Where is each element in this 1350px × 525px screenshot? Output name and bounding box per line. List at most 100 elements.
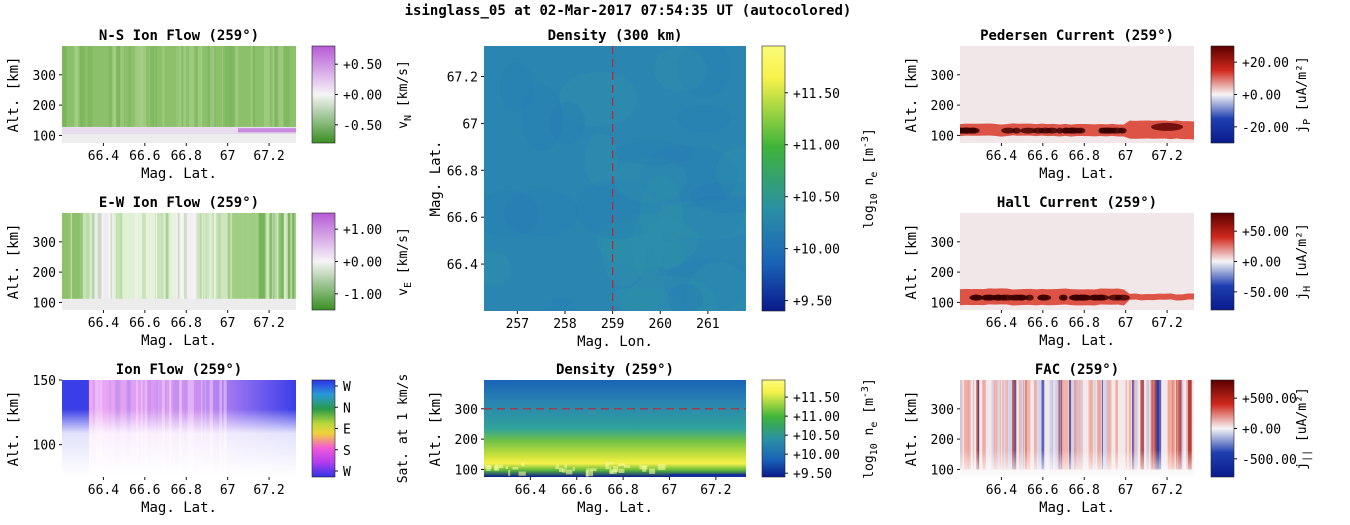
hall-xtick-label: 67 [1118,316,1134,331]
ew_flow-panel: 66.4 66.6 66.8 67 67.2 100 200 300 Mag. Lat. Alt.… [6,195,414,349]
ew_flow-ytick-label: 200 [33,266,56,281]
density_300-ytick-label: 66.8 [447,164,478,179]
pedersen-xtick-label: 67 [1118,149,1134,164]
density_259-xtick-label: 66.4 [515,483,546,498]
fac-ytick-label: 300 [931,403,954,418]
density_300-ytick-label: 67.2 [447,70,478,85]
fac-xtick-label: 66.8 [1069,483,1100,498]
pedersen-field [960,46,1194,143]
ew_flow-ylabel: Alt. [km] [6,224,22,300]
ns_flow-colorbar-tick-label: +0.00 [343,89,382,104]
hall-field [960,213,1194,310]
ion_flow-colorbar-tick-label: S [343,444,351,459]
pedersen-colorbar-tick-label: -20.00 [1242,121,1289,136]
fac-colorbar-tick-label: -500.00 [1242,453,1297,468]
density_300-colorbar-tick-label: +10.50 [793,191,840,206]
fac-xtick-label: 66.6 [1027,483,1058,498]
fac-colorbar: +500.00 +0.00 -500.00j|| [uA/m²] [1210,379,1313,478]
pedersen-xtick-label: 66.8 [1069,149,1100,164]
fac-xtick-label: 67.2 [1151,483,1182,498]
hall-xtick-label: 67.2 [1151,316,1182,331]
density_259-title: Density (259°) [556,362,674,378]
pedersen-colorbar-label: jP [uA/m²] [1295,56,1313,132]
pedersen-colorbar: +20.00 +0.00 -20.00 jP [uA/m²] [1210,45,1313,144]
density_300-panel: 257 258 259 260 261 66.4 66.6 66.8 67 67.2 Mag. Lo… [428,28,880,350]
ion_flow-ylabel: Alt. [km] [6,391,22,467]
hall-ytick-label: 100 [931,296,954,311]
ew_flow-colorbar-tick-label: +0.00 [343,256,382,271]
ion_flow-field [62,380,296,477]
ns_flow-xlabel: Mag. Lat. [141,166,217,182]
density_300-colorbar: +11.50 +11.00 +10.50 +10.00 +9.50 log10 ne [m… [761,45,880,312]
pedersen-panel: 66.4 66.6 66.8 67 67.2 100 200 300 Mag. Lat. Alt.… [904,28,1313,182]
fac-colorbar-tick-label: +500.00 [1242,392,1297,407]
density_300-xtick-label: 259 [601,317,624,332]
ion_flow-colorbar-label: Sat. at 1 km/s [396,374,411,484]
ns_flow-colorbar-tick-label: -0.50 [343,119,382,134]
ion_flow-colorbar-tick-label: N [343,401,351,416]
ns_flow-colorbar-label: vN [km/s] [396,60,414,129]
density_259-xtick-label: 67.2 [700,483,731,498]
hall-ytick-label: 300 [931,236,954,251]
ion_flow-xtick-label: 66.4 [88,483,119,498]
fac-ylabel: Alt. [km] [904,391,920,467]
fac-field [960,380,1194,477]
ew_flow-xtick-label: 67 [220,316,236,331]
density_300-xtick-label: 261 [696,317,719,332]
pedersen-xtick-label: 67.2 [1151,149,1182,164]
density_300-colorbar-tick-label: +9.50 [793,295,832,310]
density_259-ytick-label: 300 [455,403,478,418]
hall-ylabel: Alt. [km] [904,224,920,300]
pedersen-ytick-label: 100 [931,129,954,144]
ns_flow-xtick-label: 66.8 [171,149,202,164]
density_259-ylabel: Alt. [km] [428,391,444,467]
density_259-colorbar-tick-label: +9.50 [793,467,832,482]
hall-colorbar-label: jH [uA/m²] [1295,223,1313,299]
fac-colorbar-tick-label: +0.00 [1242,423,1281,438]
fac-colorbar-label: j|| [uA/m²] [1295,387,1313,470]
ew_flow-colorbar-tick-label: -1.00 [343,288,382,303]
pedersen-ylabel: Alt. [km] [904,57,920,133]
ew_flow-xlabel: Mag. Lat. [141,333,217,349]
density_300-xtick-label: 258 [553,317,576,332]
ion_flow-colorbar-tick-label: W [343,380,351,395]
hall-colorbar: +50.00 +0.00 -50.00 jH [uA/m²] [1210,212,1313,311]
ns_flow-colorbar: +0.50 +0.00 -0.50 vN [km/s] [311,45,414,144]
density_300-ytick-label: 67 [462,117,478,132]
ns_flow-xtick-label: 66.6 [129,149,160,164]
ns_flow-xtick-label: 67 [220,149,236,164]
ew_flow-ytick-label: 300 [33,236,56,251]
ns_flow-field [62,46,296,143]
ns_flow-colorbar-tick-label: +0.50 [343,58,382,73]
ew_flow-ytick-label: 100 [33,296,56,311]
fac-ytick-label: 200 [931,433,954,448]
density_300-ylabel: Mag. Lat. [428,141,444,217]
ew_flow-xtick-label: 66.8 [171,316,202,331]
ion_flow-title: Ion Flow (259°) [116,362,242,378]
density_259-xlabel: Mag. Lat. [577,500,653,516]
density_300-xlabel: Mag. Lon. [577,334,653,350]
ew_flow-xtick-label: 66.6 [129,316,160,331]
density_259-colorbar-tick-label: +10.00 [793,448,840,463]
ion_flow-xtick-label: 66.8 [171,483,202,498]
ns_flow-panel: 66.4 66.6 66.8 67 67.2 100 200 300 Mag. Lat. Alt.… [6,28,414,182]
density_300-ytick-label: 66.4 [447,258,478,273]
hall-colorbar-tick-label: +0.00 [1242,256,1281,271]
pedersen-colorbar-tick-label: +20.00 [1242,56,1289,71]
ion_flow-xlabel: Mag. Lat. [141,500,217,516]
ew_flow-field [62,213,296,310]
ew_flow-colorbar: +1.00 +0.00 -1.00 vE [km/s] [311,212,414,311]
density_259-ytick-label: 100 [455,463,478,478]
ion_flow-ytick-label: 150 [33,374,56,389]
density_300-xtick-label: 257 [506,317,529,332]
hall-xtick-label: 66.8 [1069,316,1100,331]
ion_flow-xtick-label: 67 [220,483,236,498]
density_259-colorbar-tick-label: +11.50 [793,391,840,406]
ion_flow-colorbar-tick-label: W [343,465,351,480]
ew_flow-colorbar-label: vE [km/s] [396,227,414,296]
density_259-ytick-label: 200 [455,433,478,448]
fac-panel: 66.4 66.6 66.8 67 67.2 100 200 300 Mag. Lat. Alt.… [904,362,1313,516]
ns_flow-title: N-S Ion Flow (259°) [99,28,259,44]
